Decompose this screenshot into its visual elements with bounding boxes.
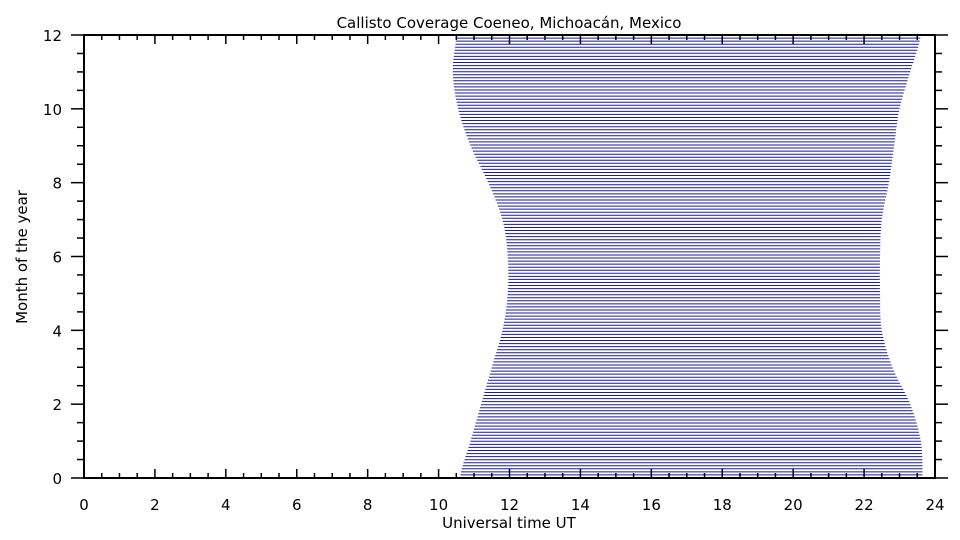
x-tick-labels: 0 2 4 6 8 10 12 14 16 18 20 22 24: [79, 496, 944, 514]
plot-frame: [83, 34, 936, 479]
y-tick-label: 0: [52, 470, 62, 488]
x-tick-label: 24: [925, 496, 944, 514]
x-tick-label: 16: [642, 496, 661, 514]
y-tick-label: 4: [52, 322, 62, 340]
x-tick-label: 12: [500, 496, 519, 514]
x-tick-label: 22: [855, 496, 874, 514]
y-axis-label: Month of the year: [13, 189, 31, 324]
x-tick-label: 4: [221, 496, 231, 514]
axis-ticks: [71, 34, 948, 479]
y-tick-label: 10: [43, 101, 62, 119]
x-tick-label: 18: [713, 496, 732, 514]
coverage-lines: [452, 34, 923, 479]
y-tick-label: 12: [43, 27, 62, 45]
x-tick-label: 14: [571, 496, 590, 514]
y-tick-label: 6: [52, 249, 62, 267]
y-tick-label: 2: [52, 396, 62, 414]
x-tick-label: 20: [784, 496, 803, 514]
y-tick-label: 8: [52, 175, 62, 193]
x-tick-label: 6: [292, 496, 302, 514]
y-tick-labels: 0 2 4 6 8 10 12: [43, 27, 62, 488]
x-tick-label: 8: [363, 496, 373, 514]
x-tick-label: 2: [150, 496, 160, 514]
x-axis-label: Universal time UT: [442, 514, 577, 532]
x-tick-label: 10: [429, 496, 448, 514]
x-tick-label: 0: [79, 496, 89, 514]
chart-title: Callisto Coverage Coeneo, Michoacán, Mex…: [337, 14, 682, 32]
